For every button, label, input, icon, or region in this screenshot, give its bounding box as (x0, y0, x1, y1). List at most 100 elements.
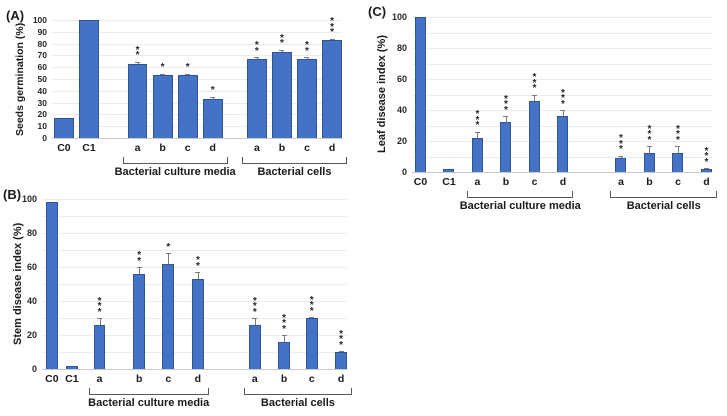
star-icon: * (160, 62, 165, 74)
group-label: Bacterial culture media (88, 397, 210, 409)
y-tick-label: 0 (42, 133, 47, 143)
error-bar-cap (618, 155, 624, 157)
category-label: b (280, 373, 288, 385)
error-bar (649, 146, 651, 159)
panel-c-plot-area: 0 20 40 60 80 100 C0 C1 * * * a * * * b * * * c * * * d * * * a * * * b… (392, 12, 717, 212)
star-icon: * (704, 151, 709, 163)
error-bar (677, 146, 679, 159)
error-bar (306, 57, 308, 61)
error-bar-cap (97, 318, 103, 319)
significance-stars: * * * (333, 330, 349, 351)
star-icon: * (532, 72, 537, 83)
star-icon: * (676, 123, 680, 135)
star-icon: * (137, 250, 142, 261)
bar-a (248, 324, 261, 369)
star-icon: * (619, 133, 623, 145)
bar-a (615, 158, 627, 172)
star-icon: * (135, 50, 140, 62)
star-icon: * (561, 93, 565, 104)
group-label: Bacterial culture media (459, 200, 581, 212)
significance-stars: * * * (324, 16, 340, 37)
y-tick-label: 60 (26, 262, 37, 272)
category-label: b (278, 142, 286, 154)
error-bar (620, 155, 622, 161)
y-tick-label: 90 (37, 26, 47, 37)
error-bar-cap (338, 351, 344, 353)
bar-c (305, 318, 318, 369)
panel-a-plot-area: 0 10 20 30 40 50 60 70 80 90 100 C0 C1 * * a * b * c * d * * a * *… (33, 15, 347, 178)
significance-stars: * * * (698, 147, 714, 167)
star-icon: * (252, 295, 257, 307)
error-bar (137, 61, 139, 66)
y-tick-label: 100 (21, 194, 37, 204)
category-label: d (559, 176, 567, 188)
error-bar-cap (309, 317, 315, 319)
error-bar-cap (252, 318, 258, 319)
significance-stars: * * * (247, 295, 263, 318)
star-icon: * (135, 44, 140, 56)
bar-c (672, 152, 684, 172)
star-icon: * (282, 312, 287, 324)
bar-C1 (79, 20, 99, 138)
error-bar-cap (195, 272, 201, 274)
group-label: Bacterial cells (257, 166, 332, 178)
star-icon: * (532, 77, 537, 89)
star-icon: * (504, 99, 508, 111)
star-icon: * (532, 83, 537, 94)
gridline (52, 20, 342, 21)
star-icon: * (619, 138, 623, 150)
significance-stars: * * * (670, 123, 686, 145)
category-label: C1 (82, 142, 96, 154)
gridline (52, 67, 342, 69)
star-icon: * (676, 129, 680, 141)
star-icon: * (166, 241, 171, 253)
category-label: b (159, 142, 166, 154)
error-bar-cap (210, 96, 216, 98)
significance-stars: * * * (92, 296, 108, 316)
gridline (42, 267, 347, 268)
star-icon: * (339, 339, 343, 351)
significance-stars: * * (274, 32, 290, 48)
gridline (412, 48, 712, 49)
significance-stars: * * * (498, 95, 514, 116)
error-bar-cap (160, 73, 166, 75)
error-bar-cap (185, 73, 191, 75)
error-bar-cap (329, 38, 335, 40)
category-label: C0 (45, 373, 59, 385)
bar-d (557, 116, 569, 172)
bar-d (322, 40, 342, 138)
category-label: b (646, 176, 653, 188)
significance-stars: * (160, 241, 176, 253)
significance-stars: * * (299, 41, 315, 56)
bar-b (133, 273, 146, 369)
error-bar-cap (136, 267, 142, 268)
star-icon: * (309, 300, 314, 312)
category-label: c (165, 373, 172, 385)
star-icon: * (252, 306, 257, 318)
significance-stars: * * * (613, 133, 629, 154)
gridline (42, 233, 347, 234)
star-icon: * (330, 16, 334, 28)
bar-b (278, 341, 291, 369)
bar-b (643, 152, 655, 172)
panel-c-label: (C) (368, 4, 387, 19)
gridline (52, 31, 342, 33)
y-tick-label: 40 (26, 296, 37, 306)
significance-stars: * * (130, 44, 146, 62)
y-tick-label: 80 (26, 228, 37, 238)
star-icon: * (504, 104, 508, 116)
category-label: b (502, 176, 510, 188)
error-bar-cap (531, 94, 537, 96)
star-icon: * (279, 32, 284, 44)
category-label: a (251, 373, 258, 385)
bar-d (700, 168, 712, 172)
error-bar (256, 57, 258, 61)
significance-stars: * * * (304, 296, 320, 316)
bar-b (500, 122, 512, 172)
star-icon: * (195, 255, 200, 267)
error-bar (477, 131, 479, 145)
error-bar-cap (560, 110, 566, 111)
star-icon: * (475, 114, 480, 126)
gridline (42, 199, 347, 200)
star-icon: * (282, 318, 287, 329)
